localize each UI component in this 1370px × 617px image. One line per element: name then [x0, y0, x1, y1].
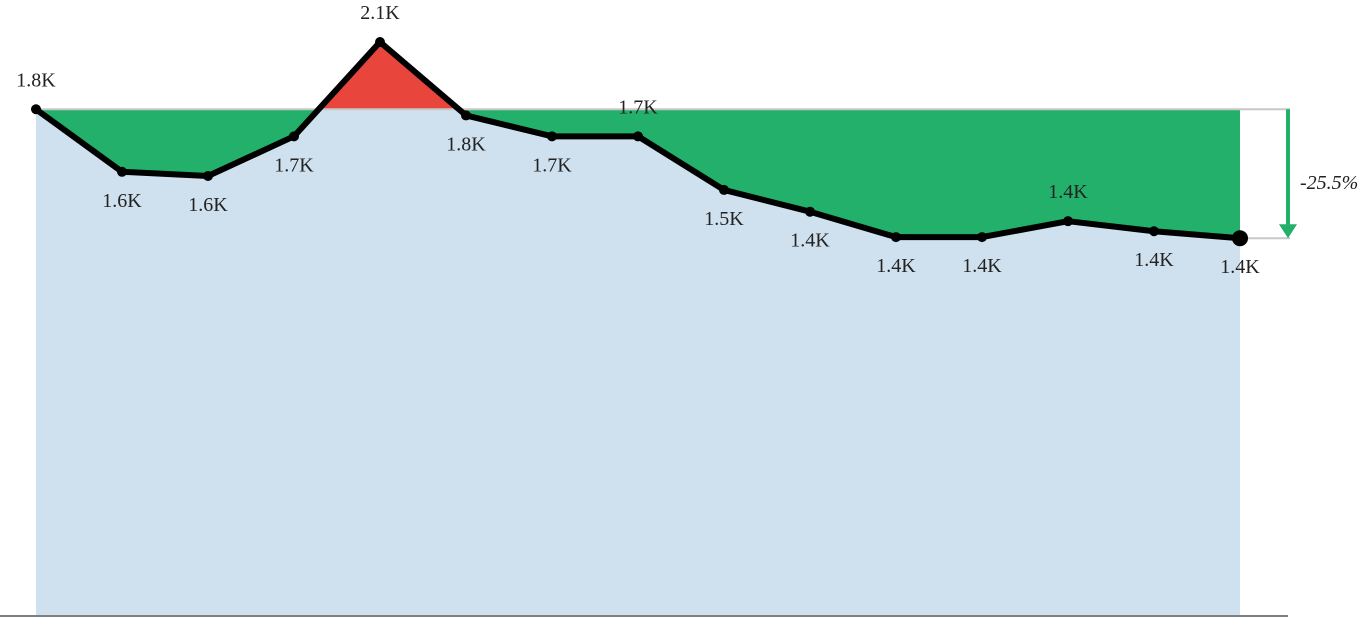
change-label: -25.5%	[1300, 172, 1358, 194]
data-point	[461, 110, 471, 121]
data-label: 1.4K	[1048, 181, 1088, 203]
data-label: 1.5K	[704, 208, 744, 230]
decrease-area	[122, 109, 208, 176]
decrease-area	[208, 109, 294, 176]
data-points-layer	[31, 37, 1248, 247]
decrease-area	[638, 109, 724, 190]
data-point	[977, 232, 987, 243]
data-point	[375, 37, 385, 47]
data-point	[805, 206, 815, 217]
data-labels-layer: 1.8K 1.6K 1.6K 1.7K 2.1K 1.8K 1.7K 1.7K 1.5K 1.4K…	[16, 2, 1260, 278]
data-label: 1.6K	[102, 190, 142, 212]
data-point	[547, 131, 557, 142]
data-label: 1.4K	[1220, 256, 1260, 278]
data-point	[1232, 230, 1248, 247]
reference-lines	[0, 108, 1290, 617]
data-label: 1.8K	[16, 69, 56, 91]
data-label: 1.8K	[446, 133, 486, 155]
difference-area-layer	[36, 42, 1240, 239]
data-label: 1.4K	[962, 255, 1002, 277]
decrease-area	[1154, 109, 1240, 239]
decrease-area	[810, 109, 896, 238]
data-point	[1149, 226, 1159, 237]
data-point	[719, 184, 729, 195]
data-label: 1.7K	[618, 96, 658, 118]
change-indicator: -25.5%	[1279, 109, 1358, 239]
data-point	[31, 104, 41, 115]
data-label: 1.4K	[876, 255, 916, 277]
data-point	[117, 166, 127, 177]
data-label: 1.7K	[274, 154, 314, 176]
data-point	[289, 131, 299, 142]
decrease-area	[896, 109, 982, 238]
base-area-layer	[36, 42, 1240, 615]
data-point	[633, 131, 643, 142]
decrease-area	[1068, 109, 1154, 232]
data-point	[1063, 216, 1073, 227]
data-point	[891, 232, 901, 243]
data-label: 2.1K	[360, 2, 400, 24]
change-arrow-head	[1279, 224, 1297, 239]
decrease-area	[982, 109, 1068, 238]
data-label: 1.6K	[188, 194, 228, 216]
base-area	[36, 42, 1240, 615]
decrease-area	[552, 109, 638, 137]
data-label: 1.4K	[790, 230, 830, 252]
data-label: 1.4K	[1134, 249, 1174, 271]
data-point	[203, 170, 213, 181]
decrease-area	[724, 109, 810, 212]
data-label: 1.7K	[532, 154, 572, 176]
